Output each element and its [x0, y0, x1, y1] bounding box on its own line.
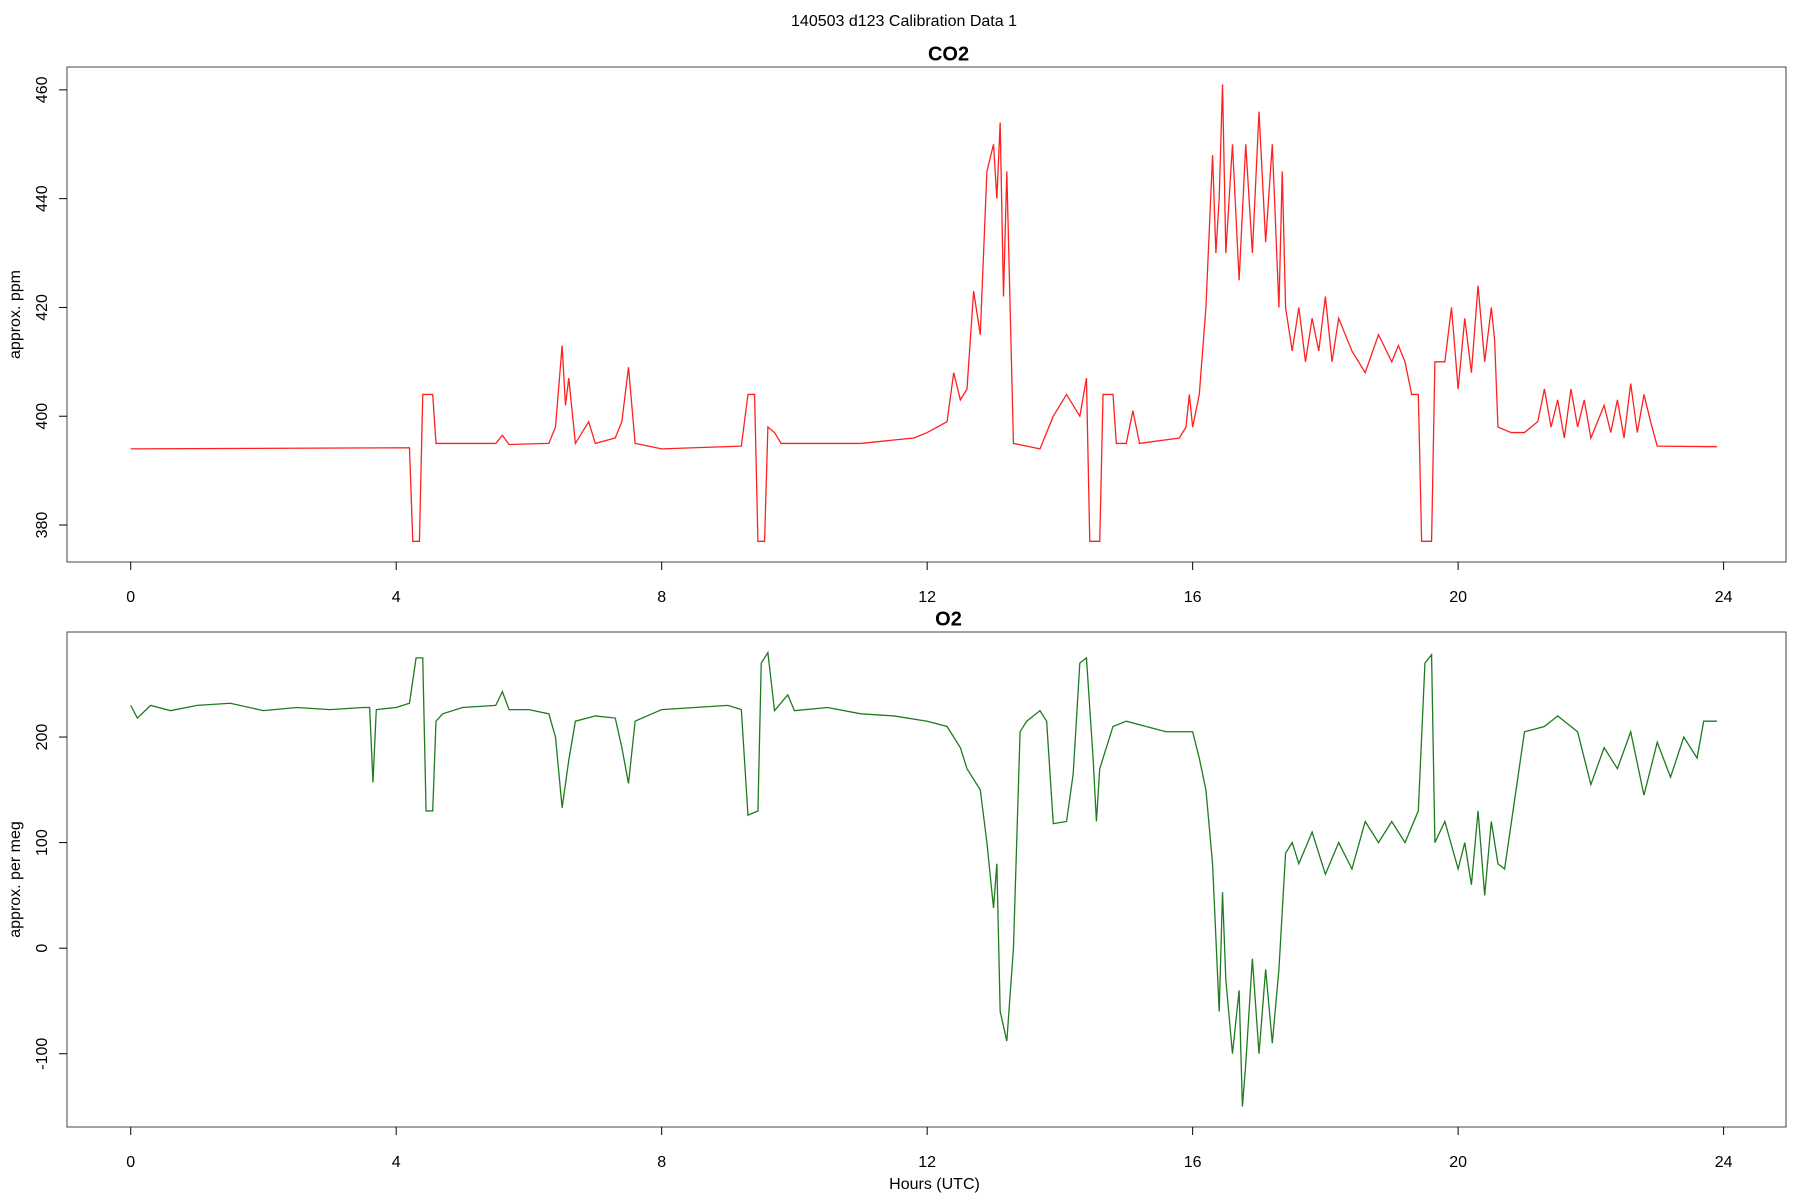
data-line	[130, 650, 1717, 1107]
y-axis-label: approx. ppm	[7, 270, 24, 359]
x-tick-label: 20	[1449, 589, 1467, 606]
x-tick-label: 0	[126, 589, 135, 606]
x-axis-label: Hours (UTC)	[889, 1176, 980, 1193]
plot-frame	[66, 631, 1787, 1128]
data-line	[130, 84, 1717, 542]
x-tick-label: 4	[392, 1154, 401, 1171]
x-tick-label: 0	[126, 1154, 135, 1171]
y-tick-label: 400	[34, 403, 51, 430]
x-tick-label: 16	[1184, 1154, 1202, 1171]
x-tick-label: 8	[657, 1154, 666, 1171]
x-tick-label: 16	[1184, 589, 1202, 606]
x-tick-label: 12	[918, 589, 936, 606]
y-tick-label: 380	[34, 512, 51, 539]
panel: O2 0 4 8 12 16 20 24 -100 0 100 200 approx. per meg H…	[7, 608, 1787, 1193]
x-tick-label: 12	[918, 1154, 936, 1171]
y-tick-label: 460	[34, 76, 51, 103]
x-tick-label: 24	[1715, 1154, 1733, 1171]
y-tick-label: -100	[34, 1038, 51, 1070]
y-tick-label: 420	[34, 294, 51, 321]
x-tick-label: 20	[1449, 1154, 1467, 1171]
y-tick-label: 440	[34, 185, 51, 212]
panel-title: O2	[935, 608, 962, 630]
series	[130, 84, 1717, 542]
panel: CO2 0 4 8 12 16 20 24 380 400 420 440 460 approx. ppm	[7, 43, 1787, 606]
figure-title: 140503 d123 Calibration Data 1	[791, 13, 1017, 30]
x-tick-label: 8	[657, 589, 666, 606]
y-tick-label: 100	[34, 829, 51, 856]
x-tick-label: 4	[392, 589, 401, 606]
panel-title: CO2	[928, 43, 969, 65]
series	[130, 650, 1717, 1107]
y-axis-label: approx. per meg	[7, 821, 24, 938]
x-tick-label: 24	[1715, 589, 1733, 606]
plot-frame	[66, 66, 1787, 563]
y-tick-label: 0	[34, 944, 51, 953]
y-tick-label: 200	[34, 724, 51, 751]
